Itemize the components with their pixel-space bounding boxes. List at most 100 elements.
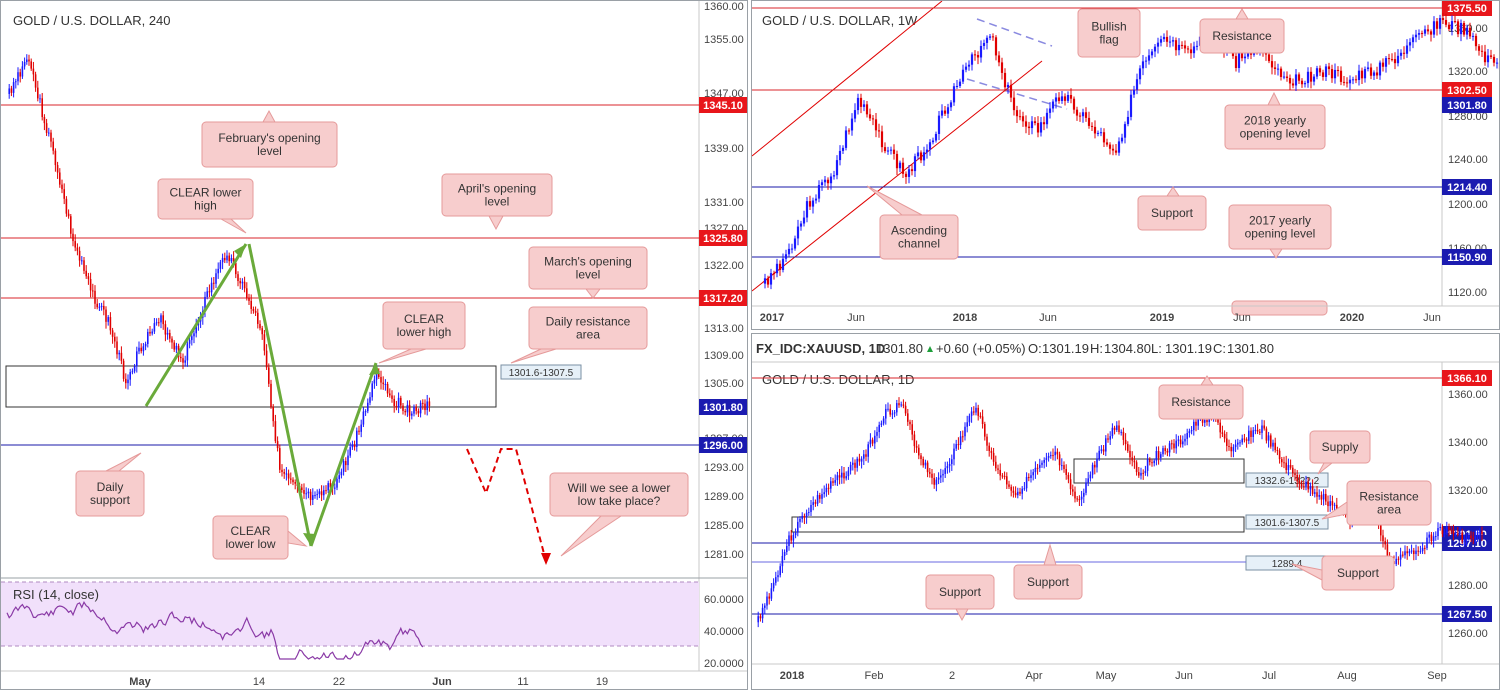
h4-candle-body [281, 469, 283, 472]
weekly-candle-body [1057, 97, 1061, 101]
daily-chart-panel[interactable]: FX_IDC:XAUUSD, 1D 1301.80 +0.60 (+0.05%) O:… [751, 333, 1500, 690]
daily-candle-body [885, 408, 887, 419]
daily-candle-body [1155, 450, 1158, 461]
daily-candle-body [865, 454, 867, 457]
daily-candle-body [990, 450, 993, 453]
daily-candle-body [882, 418, 885, 424]
daily-candle-body [1133, 460, 1136, 463]
daily-candle-body [768, 596, 770, 599]
daily-candle-body [913, 434, 916, 447]
weekly-candle-body [1189, 49, 1193, 54]
note-ascending-channel-text: channel [898, 237, 940, 251]
h4-candle-body [133, 366, 136, 372]
weekly-candle-body [778, 263, 782, 270]
daily-header-key: C: [1213, 341, 1226, 356]
weekly-candle-body [1447, 24, 1451, 30]
daily-date-tick: May [1096, 670, 1117, 682]
daily-candle-body [1164, 448, 1166, 451]
weekly-candle-body [1288, 77, 1292, 84]
daily-candle-body [1333, 504, 1336, 506]
daily-candle-body [1382, 535, 1384, 542]
daily-candle-body [810, 504, 812, 513]
h4-candle-body [314, 495, 316, 497]
h4-candle-body [426, 401, 428, 411]
weekly-candle-body [1360, 70, 1364, 79]
h4-candle-body [136, 351, 138, 367]
weekly-candle-body [1396, 55, 1400, 64]
weekly-candle-body [1000, 62, 1004, 73]
up-triangle-icon [927, 346, 933, 352]
weekly-level-label-bg [1442, 97, 1492, 113]
weekly-candle-body [847, 130, 851, 132]
daily-candle-body [801, 515, 803, 519]
weekly-candle-body [820, 182, 824, 186]
h4-candle-body [261, 328, 263, 335]
weekly-candle-body [802, 217, 806, 224]
h4-candle-body [151, 331, 153, 334]
weekly-price-tick: 1200.00 [1448, 199, 1488, 211]
daily-candle-body [1025, 476, 1028, 489]
note-daily-support-text: support [90, 493, 131, 507]
weekly-candle-body [1312, 76, 1316, 82]
note-february-opening-text: February's opening [218, 131, 320, 145]
weekly-candle-body [1435, 21, 1439, 29]
weekly-candle-body [1306, 71, 1310, 84]
h4-candle-body [316, 494, 318, 496]
weekly-chart-panel[interactable]: GOLD / U.S. DOLLAR, 1W1360.001320.001280… [751, 0, 1500, 330]
h4-candle-body [81, 260, 83, 262]
h4-candle-body [404, 410, 406, 413]
weekly-candle-body [769, 273, 773, 285]
daily-candle-body [995, 461, 997, 469]
weekly-candle-body [1339, 70, 1343, 82]
price-tick: 1339.00 [704, 143, 744, 155]
daily-candle-body [783, 552, 786, 556]
note-2017-yearly-box [1228, 204, 1332, 250]
weekly-candle-body [1030, 121, 1034, 129]
weekly-candle-body [1492, 56, 1496, 63]
daily-candle-body [1142, 472, 1144, 474]
daily-candle-body [1245, 439, 1248, 441]
h4-chart-panel[interactable]: GOLD / U.S. DOLLAR, 240 1360.00 1355.00 134… [0, 0, 748, 690]
weekly-price-tick: 1120.00 [1448, 287, 1487, 299]
daily-candle-body [1124, 439, 1127, 445]
weekly-candle-body [1432, 21, 1436, 35]
daily-candle-body [878, 424, 880, 433]
h4-candle-body [292, 479, 294, 483]
weekly-candle-body [1297, 74, 1301, 81]
daily-candle-body [1118, 425, 1120, 433]
daily-candle-body [1085, 482, 1087, 493]
daily-candle-body [823, 492, 825, 495]
weekly-candle-body [826, 179, 830, 184]
price-tick: 1322.00 [704, 260, 744, 272]
daily-candle-body [816, 495, 819, 504]
price-tick: 1285.00 [704, 520, 744, 532]
daily-candle-body [1186, 433, 1188, 439]
daily-candle-body [812, 502, 814, 505]
note-march-opening-text: level [576, 268, 601, 282]
level-label: 1296.00 [703, 440, 743, 452]
weekly-candle-body [988, 36, 992, 38]
daily-candle-body [1457, 533, 1459, 535]
daily-price-tick: 1320.00 [1448, 485, 1488, 497]
weekly-candle-body [856, 97, 860, 111]
daily-candle-body [1413, 550, 1415, 555]
daily-candle-body [1177, 439, 1180, 441]
daily-candle-body [1228, 445, 1230, 447]
daily-candle-body [1043, 459, 1045, 463]
h4-candle-body [109, 317, 112, 331]
daily-candle-body [788, 535, 790, 546]
daily-candle-body [832, 481, 834, 483]
weekly-candle-body [1441, 18, 1445, 20]
level-label: 1301.80 [703, 402, 743, 414]
daily-candle-body [1105, 438, 1107, 452]
daily-candle-body [843, 472, 845, 479]
weekly-candle-body [1159, 39, 1163, 43]
level-label: 1345.10 [703, 100, 743, 112]
h4-candle-body [98, 306, 101, 308]
weekly-candle-body [1144, 60, 1148, 62]
daily-candle-body [1087, 478, 1089, 483]
weekly-candle-body [1081, 112, 1085, 117]
